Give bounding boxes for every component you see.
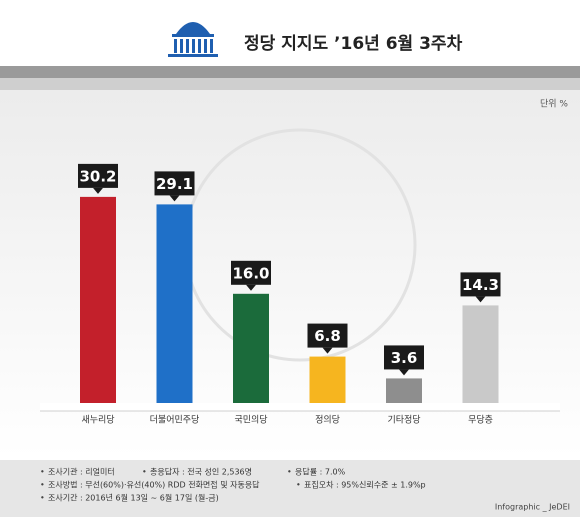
value-label-box: [78, 163, 118, 188]
bar: [462, 305, 499, 403]
header-band: [0, 66, 580, 78]
unit-label: 단위 %: [540, 99, 568, 110]
x-tick-label: 새누리당: [81, 415, 114, 426]
notes-box: [0, 460, 580, 517]
value-label-pointer: [246, 284, 256, 291]
x-tick-label: 정의당: [315, 415, 340, 426]
chart-title: 정당 지지도 ’16년 6월 3주차: [244, 34, 463, 54]
value-label-pointer: [93, 187, 103, 194]
note: 총응답자 : 전국 성인 2,536명: [150, 467, 252, 477]
note-bullet: •: [40, 468, 45, 477]
value-label: 3.6: [391, 349, 418, 367]
credit: Infographic _ JeDEI: [495, 503, 570, 512]
value-label-pointer: [399, 369, 409, 376]
note-bullet: •: [287, 468, 292, 477]
value-label-pointer: [169, 195, 180, 202]
value-label: 29.1: [156, 175, 193, 193]
bar: [386, 378, 422, 403]
value-label-box: [384, 345, 424, 370]
value-label: 14.3: [462, 276, 499, 294]
note: 조사기관 : 리얼미터: [48, 467, 115, 477]
header-band: [0, 78, 580, 90]
x-tick-label: 더불어민주당: [150, 415, 200, 426]
value-label-pointer: [322, 347, 333, 354]
note-bullet: •: [142, 468, 147, 477]
bar: [309, 356, 346, 403]
assembly-icon: [168, 22, 218, 57]
value-label-box: [231, 260, 271, 285]
note: 표집오차 : 95%신뢰수준 ± 1.9%p: [304, 480, 426, 490]
bar: [156, 204, 193, 403]
x-tick-label: 무당층: [468, 415, 493, 426]
note: 조사방법 : 무선(60%)·유선(40%) RDD 전화면접 및 자동응답: [48, 480, 260, 490]
value-label-box: [154, 171, 195, 196]
value-label-box: [307, 323, 348, 348]
bar: [80, 196, 116, 403]
value-label-box: [460, 272, 501, 297]
bar: [233, 293, 269, 403]
baseline: [40, 403, 560, 411]
note-bullet: •: [40, 494, 45, 503]
note-bullet: •: [296, 481, 301, 490]
value-label-pointer: [475, 296, 486, 303]
value-label: 30.2: [79, 167, 116, 185]
note: 응답률 : 7.0%: [295, 467, 346, 477]
x-tick-label: 기타정당: [387, 415, 420, 426]
note-bullet: •: [40, 481, 45, 490]
value-label: 16.0: [232, 264, 269, 282]
x-tick-label: 국민의당: [234, 415, 267, 426]
value-label: 6.8: [314, 327, 341, 345]
note: 조사기간 : 2016년 6월 13일 ~ 6월 17일 (월-금): [48, 493, 219, 503]
